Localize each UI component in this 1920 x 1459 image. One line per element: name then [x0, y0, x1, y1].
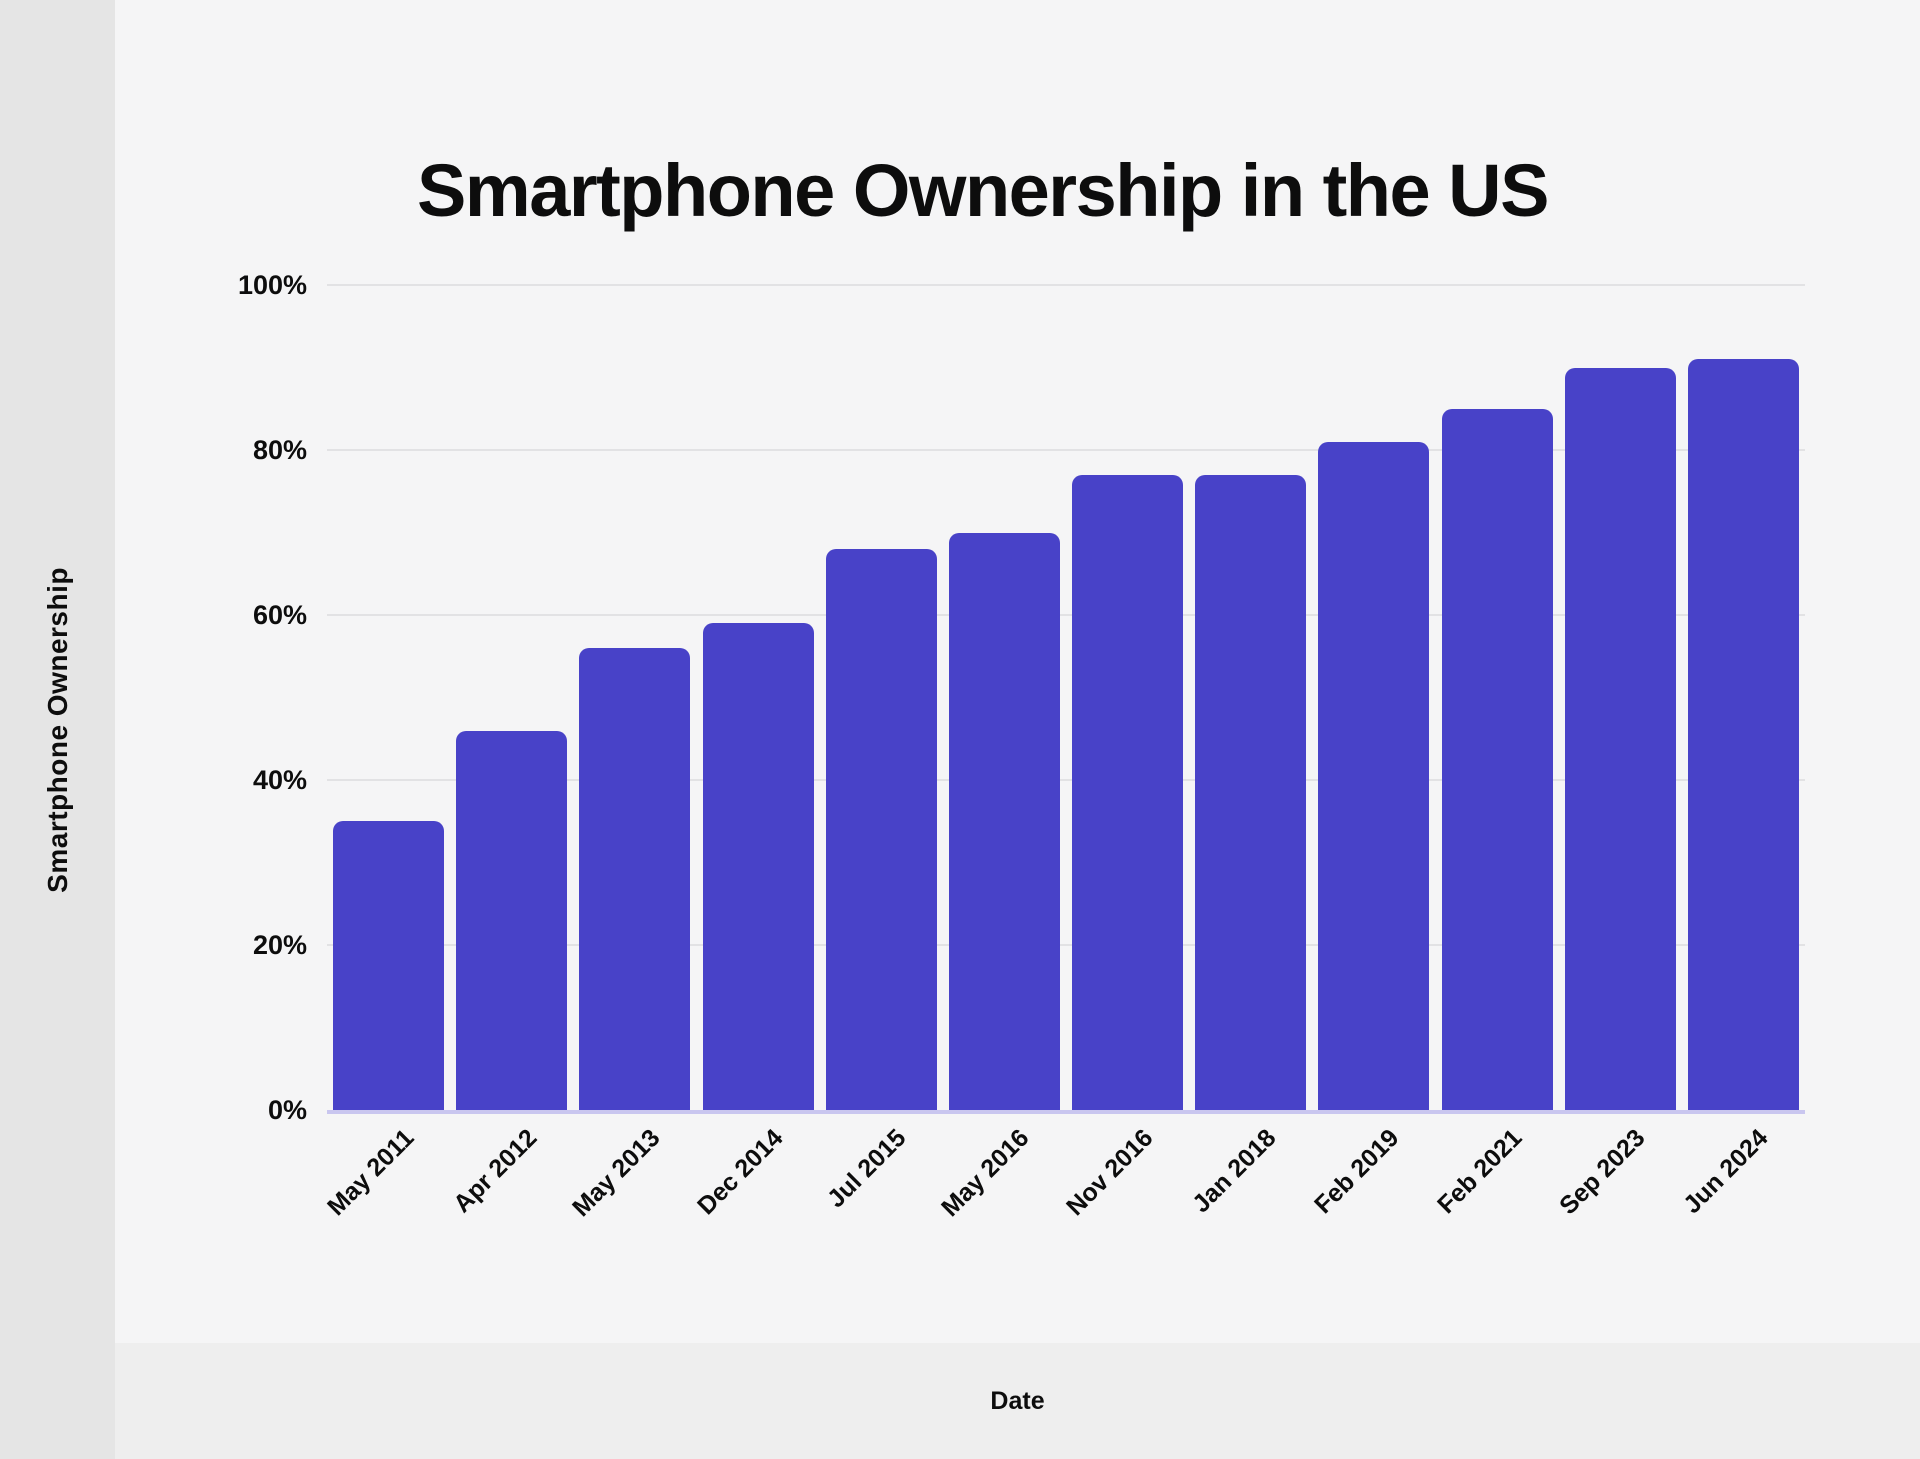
- x-tick-label: Jun 2024: [1678, 1123, 1774, 1220]
- x-tick-label: Sep 2023: [1554, 1123, 1651, 1221]
- bar: [1687, 359, 1799, 1110]
- x-tick-label: Apr 2012: [447, 1123, 543, 1219]
- x-tick-label: Feb 2021: [1432, 1123, 1528, 1220]
- x-tick-label: Jan 2018: [1186, 1123, 1282, 1219]
- y-tick-label: 100%: [237, 270, 307, 300]
- bar: [1195, 474, 1307, 1110]
- y-tick-label: 80%: [252, 435, 307, 465]
- x-tick-label: Jul 2015: [822, 1123, 912, 1214]
- x-tick-label: Nov 2016: [1060, 1123, 1159, 1222]
- bar: [825, 549, 937, 1110]
- x-tick-label: Dec 2014: [692, 1123, 789, 1221]
- bar: [1072, 474, 1184, 1110]
- bar: [1318, 441, 1430, 1110]
- x-axis-baseline: [327, 1110, 1805, 1114]
- y-axis-label: Smartphone Ownership: [41, 566, 73, 893]
- bar: [1441, 408, 1553, 1110]
- y-tick-label: 60%: [252, 600, 307, 630]
- bar: [702, 623, 814, 1110]
- x-axis-label: Date: [990, 1386, 1045, 1415]
- gridline: [327, 449, 1805, 451]
- y-tick-label: 20%: [252, 930, 307, 960]
- plot-area: 0% 20% 40% 60% 80% 100% May 2011 Apr 2012 May 20…: [238, 270, 1805, 1222]
- gridline: [327, 779, 1805, 781]
- gridline: [327, 284, 1805, 286]
- bar: [333, 821, 445, 1110]
- y-axis-strip: Smartphone Ownership: [0, 0, 115, 1459]
- y-tick-label: 0%: [267, 1095, 307, 1125]
- bar: [948, 532, 1060, 1110]
- x-tick-label: Feb 2019: [1308, 1123, 1405, 1220]
- x-tick-label: May 2016: [936, 1123, 1035, 1223]
- bar: [1564, 367, 1676, 1110]
- bar: [456, 730, 568, 1110]
- x-axis-band: Date: [115, 1343, 1920, 1459]
- x-tick-label: May 2013: [566, 1123, 666, 1223]
- y-tick-label: 40%: [252, 765, 307, 795]
- chart-title: Smartphone Ownership in the US: [417, 148, 1549, 232]
- gridline: [327, 944, 1805, 946]
- gridline: [327, 614, 1805, 616]
- x-tick-label: May 2011: [321, 1123, 420, 1222]
- bar: [579, 648, 691, 1110]
